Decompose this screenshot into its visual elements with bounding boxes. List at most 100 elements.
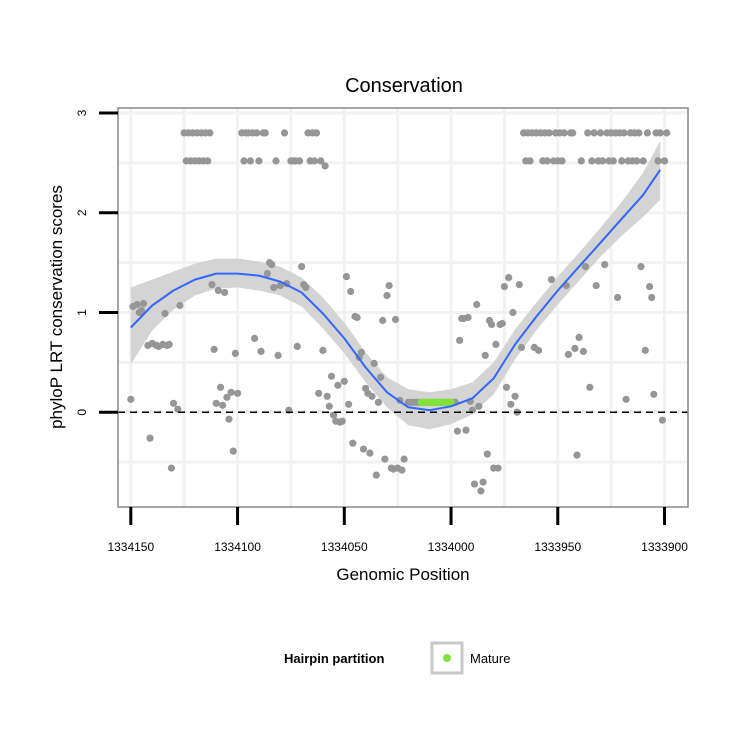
data-point: [494, 464, 502, 472]
data-point: [547, 276, 556, 284]
data-point: [545, 129, 553, 137]
data-point: [473, 300, 481, 309]
data-point: [357, 348, 365, 356]
data-point: [231, 349, 239, 357]
panel-background: [118, 108, 688, 507]
data-point: [319, 346, 327, 354]
data-point: [353, 313, 361, 322]
data-point: [584, 129, 592, 137]
data-point: [492, 340, 500, 348]
data-point: [229, 447, 237, 455]
data-point: [293, 342, 301, 350]
panel-border: [117, 107, 689, 508]
data-point: [654, 157, 662, 165]
data-point: [620, 129, 628, 137]
data-point: [312, 129, 321, 137]
data-point: [261, 129, 269, 137]
data-point: [321, 162, 329, 170]
data-point: [663, 129, 671, 137]
data-point: [609, 157, 617, 165]
data-point: [377, 373, 385, 381]
legend: Hairpin partition Mature: [284, 641, 510, 675]
data-point: [298, 263, 306, 271]
data-point: [372, 471, 380, 479]
data-point: [453, 427, 461, 435]
data-point: [643, 129, 652, 137]
data-point: [210, 345, 218, 353]
data-point: [370, 359, 378, 367]
data-point: [535, 346, 543, 354]
smooth-fit-line: [130, 169, 662, 412]
y-axis-label: phyloP LRT conservation scores: [47, 185, 66, 429]
data-point: [280, 129, 289, 137]
x-axis-label: Genomic Position: [336, 565, 469, 584]
data-point: [253, 129, 261, 137]
data-point: [500, 283, 508, 291]
data-point: [470, 480, 479, 488]
data-point: [240, 157, 248, 165]
data-point: [400, 455, 408, 463]
data-point: [310, 157, 318, 165]
data-point: [270, 283, 278, 292]
mature-point: [447, 398, 455, 406]
data-point: [637, 263, 645, 271]
data-point: [481, 351, 489, 359]
data-point: [137, 306, 146, 315]
data-point: [601, 261, 609, 269]
data-point: [234, 389, 242, 397]
data-point: [330, 411, 338, 419]
data-point: [622, 395, 630, 403]
x-tick-label: 1334150: [107, 540, 154, 554]
data-point: [165, 340, 173, 348]
data-point: [569, 129, 577, 137]
data-point: [374, 398, 382, 406]
data-point: [618, 157, 626, 165]
data-point: [477, 487, 485, 495]
data-point: [385, 282, 393, 290]
data-point: [325, 402, 333, 410]
data-point: [383, 291, 391, 300]
data-point: [456, 336, 464, 344]
data-point: [263, 270, 271, 278]
data-point: [641, 346, 649, 354]
data-point: [517, 343, 526, 351]
data-point: [227, 388, 235, 396]
data-point: [359, 445, 368, 453]
data-point: [221, 288, 229, 297]
legend-title: Hairpin partition: [284, 651, 384, 666]
data-point: [349, 439, 357, 447]
x-tick-label: 1334000: [428, 540, 475, 554]
data-point: [558, 157, 566, 165]
y-tick-label: 3: [75, 109, 89, 116]
data-point: [345, 400, 353, 408]
data-point: [575, 333, 583, 341]
data-point: [302, 283, 310, 292]
data-point: [658, 416, 667, 424]
data-point: [650, 390, 658, 398]
x-tick-label: 1333950: [534, 540, 581, 554]
data-point: [502, 383, 511, 391]
data-point: [592, 282, 600, 290]
data-point: [633, 157, 641, 165]
data-point: [479, 478, 487, 486]
data-point: [276, 282, 284, 290]
data-point: [660, 157, 669, 165]
data-point: [317, 157, 325, 165]
legend-mature-dot-icon: [443, 654, 451, 662]
data-point: [571, 344, 579, 352]
data-point: [272, 157, 280, 165]
data-point: [599, 157, 607, 165]
data-point: [334, 381, 342, 389]
data-point: [464, 313, 472, 322]
data-point: [214, 286, 222, 295]
data-point: [505, 274, 513, 282]
data-point: [509, 308, 517, 317]
data-point: [391, 315, 400, 324]
data-point: [246, 157, 254, 165]
data-point: [368, 392, 376, 400]
data-point: [581, 263, 590, 271]
x-tick-label: 1334100: [214, 540, 261, 554]
chart-title: Conservation: [345, 75, 463, 97]
y-tick-label: 2: [75, 209, 89, 216]
